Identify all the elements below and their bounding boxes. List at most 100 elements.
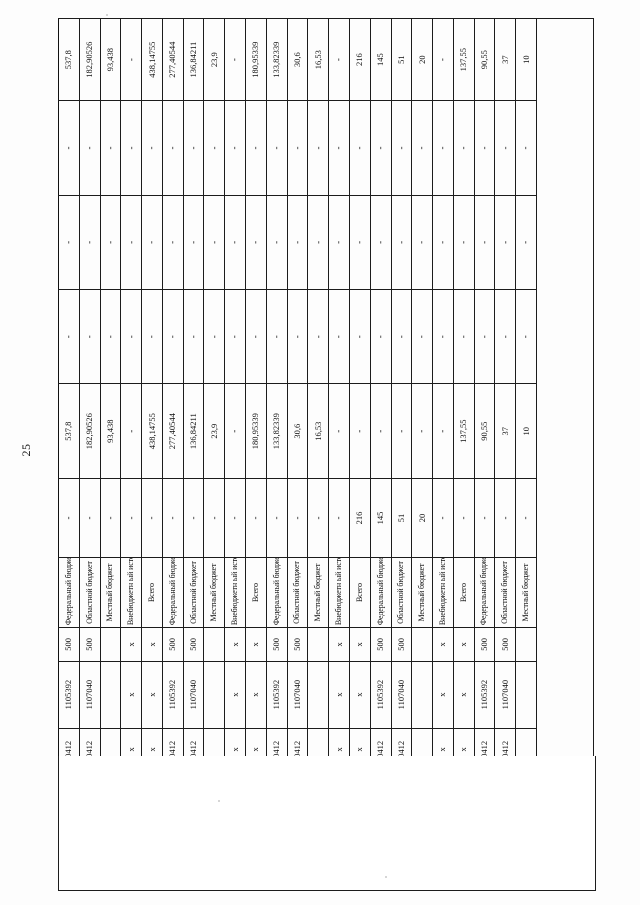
funding-source-label: Всего — [245, 557, 267, 628]
value-cell: - — [515, 100, 537, 196]
value-cell: 438,14755 — [141, 384, 163, 479]
code-expense-type: x — [453, 627, 475, 662]
value-cell: - — [328, 18, 350, 101]
value-cell: 23,9 — [203, 384, 225, 479]
value-cell: 23,9 — [203, 18, 225, 101]
value-cell: - — [183, 289, 204, 384]
value-cell: 51 — [391, 478, 412, 558]
value-cell: - — [287, 289, 308, 384]
value-cell: 438,14755 — [141, 18, 163, 101]
code-target-article: x — [328, 661, 350, 729]
value-cell: - — [224, 100, 246, 196]
funding-source-label: Внебюджетн ый источник — [224, 557, 246, 628]
value-cell: - — [224, 18, 246, 101]
value-cell: 10 — [515, 18, 537, 101]
scan-speck — [385, 876, 387, 878]
code-target-article: 1107040 — [391, 661, 412, 729]
value-cell: - — [141, 100, 163, 196]
value-cell: 10 — [515, 384, 537, 479]
value-cell: - — [58, 100, 80, 196]
value-cell: - — [120, 195, 142, 290]
code-target-article — [307, 661, 329, 729]
code-expense-type — [515, 627, 537, 662]
table-empty-tail — [58, 756, 596, 891]
value-cell: - — [266, 195, 288, 290]
value-cell: - — [79, 478, 101, 558]
code-target-article: x — [224, 661, 246, 729]
funding-source-label: Областной бюджет — [391, 557, 412, 628]
value-cell: - — [349, 100, 371, 196]
code-target-article: 1105392 — [266, 661, 288, 729]
code-target-article: x — [245, 661, 267, 729]
code-target-article — [203, 661, 225, 729]
value-cell: - — [349, 289, 371, 384]
value-cell: - — [224, 289, 246, 384]
value-cell: - — [494, 195, 516, 290]
code-expense-type — [411, 627, 433, 662]
value-cell: - — [266, 100, 288, 196]
value-cell: - — [328, 384, 350, 479]
value-cell: - — [328, 100, 350, 196]
value-cell: 182,90526 — [79, 18, 101, 101]
value-cell: - — [183, 478, 204, 558]
code-expense-type: 500 — [370, 627, 391, 662]
funding-source-label: Внебюджетн ый источник — [432, 557, 454, 628]
value-cell: - — [141, 289, 163, 384]
value-cell: 30,6 — [287, 18, 308, 101]
code-target-article: x — [432, 661, 454, 729]
value-cell: - — [120, 18, 142, 101]
code-expense-type: x — [120, 627, 142, 662]
value-cell: 16,53 — [307, 18, 329, 101]
funding-source-label: Областной бюджет — [494, 557, 516, 628]
value-cell: - — [100, 100, 121, 196]
value-cell: - — [162, 195, 184, 290]
code-expense-type: x — [349, 627, 371, 662]
code-target-article: x — [120, 661, 142, 729]
value-cell: - — [120, 384, 142, 479]
funding-source-label: Внебюджетн ый источник — [120, 557, 142, 628]
funding-source-label: Местный бюджет — [307, 557, 329, 628]
value-cell: - — [183, 100, 204, 196]
value-cell: - — [515, 289, 537, 384]
value-cell: 133,82339 — [266, 384, 288, 479]
funding-source-label: Всего — [453, 557, 475, 628]
code-expense-type: 500 — [474, 627, 495, 662]
value-cell: - — [307, 478, 329, 558]
value-cell: - — [411, 195, 433, 290]
value-cell: - — [203, 100, 225, 196]
value-cell: - — [224, 478, 246, 558]
value-cell: - — [328, 195, 350, 290]
value-cell: - — [58, 478, 80, 558]
code-expense-type: 500 — [79, 627, 101, 662]
value-cell: - — [432, 18, 454, 101]
value-cell: - — [515, 478, 537, 558]
value-cell: - — [494, 289, 516, 384]
page-number: 25 — [18, 443, 33, 457]
value-cell: - — [432, 478, 454, 558]
value-cell: - — [162, 289, 184, 384]
value-cell: 93,438 — [100, 384, 121, 479]
code-expense-type — [100, 627, 121, 662]
value-cell: - — [411, 100, 433, 196]
value-cell: - — [100, 289, 121, 384]
value-cell: 90,55 — [474, 384, 495, 479]
value-cell: - — [307, 289, 329, 384]
value-cell: - — [162, 100, 184, 196]
value-cell: - — [370, 195, 391, 290]
code-expense-type: 500 — [183, 627, 204, 662]
code-expense-type: x — [328, 627, 350, 662]
value-cell: - — [474, 195, 495, 290]
value-cell: - — [494, 478, 516, 558]
value-cell: - — [453, 100, 475, 196]
code-expense-type: 500 — [494, 627, 516, 662]
value-cell: - — [432, 195, 454, 290]
value-cell: - — [328, 478, 350, 558]
funding-source-label: Федеральный бюджет — [474, 557, 495, 628]
funding-source-label: Федеральный бюджет — [58, 557, 80, 628]
value-cell: - — [162, 478, 184, 558]
value-cell: 537,8 — [58, 384, 80, 479]
scan-speck — [106, 14, 108, 16]
value-cell: - — [224, 384, 246, 479]
value-cell: 20 — [411, 478, 433, 558]
value-cell: - — [120, 100, 142, 196]
